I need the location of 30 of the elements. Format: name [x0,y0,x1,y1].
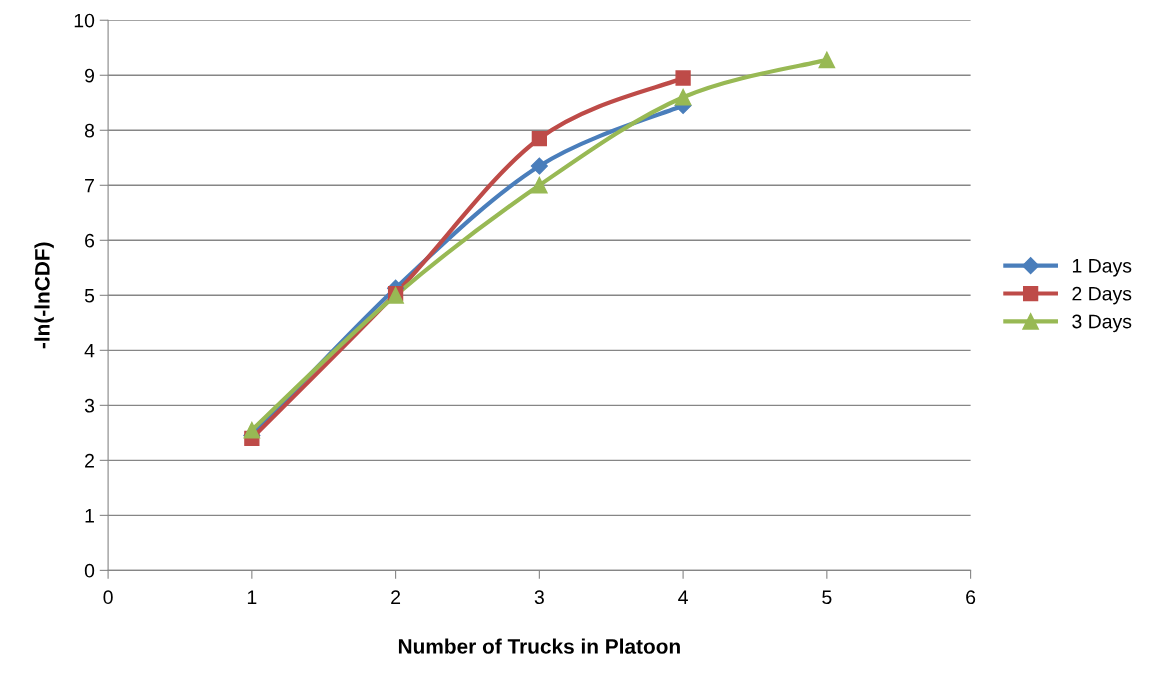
legend-label: 2 Days [1072,286,1132,305]
point [243,421,261,439]
y-tick-label: 9 [85,68,94,83]
y-tick-label: 10 [74,13,95,28]
y-tick-label: 2 [85,453,94,468]
x-tick-label: 3 [534,590,544,605]
y-tick-label: 0 [84,563,95,578]
point [531,176,548,194]
legend-label: 3 Days [1072,314,1132,333]
y-tick-label: 4 [84,343,95,358]
x-tick-label: 1 [247,590,257,604]
x-tick-label: 0 [103,590,113,605]
y-axis-title: -ln(-lnCDF) [34,242,54,349]
point [675,70,691,86]
y-tick-label: 7 [85,178,94,193]
x-tick-label: 2 [391,590,401,604]
y-tick-label: 3 [84,398,95,413]
y-tick-label: 5 [84,288,95,303]
point [674,88,692,106]
x-tick-label: 5 [822,590,832,605]
x-axis-title: Number of Trucks in Platoon [398,638,680,654]
x-tick-label: 4 [678,590,688,604]
y-tick-label: 8 [84,123,95,138]
y-tick-label: 6 [85,233,95,248]
legend-label: 1 Days [1072,259,1132,277]
point [818,51,836,69]
y-tick-label: 1 [85,509,94,523]
point [531,130,547,147]
point [530,157,548,175]
x-tick-label: 6 [966,590,976,605]
